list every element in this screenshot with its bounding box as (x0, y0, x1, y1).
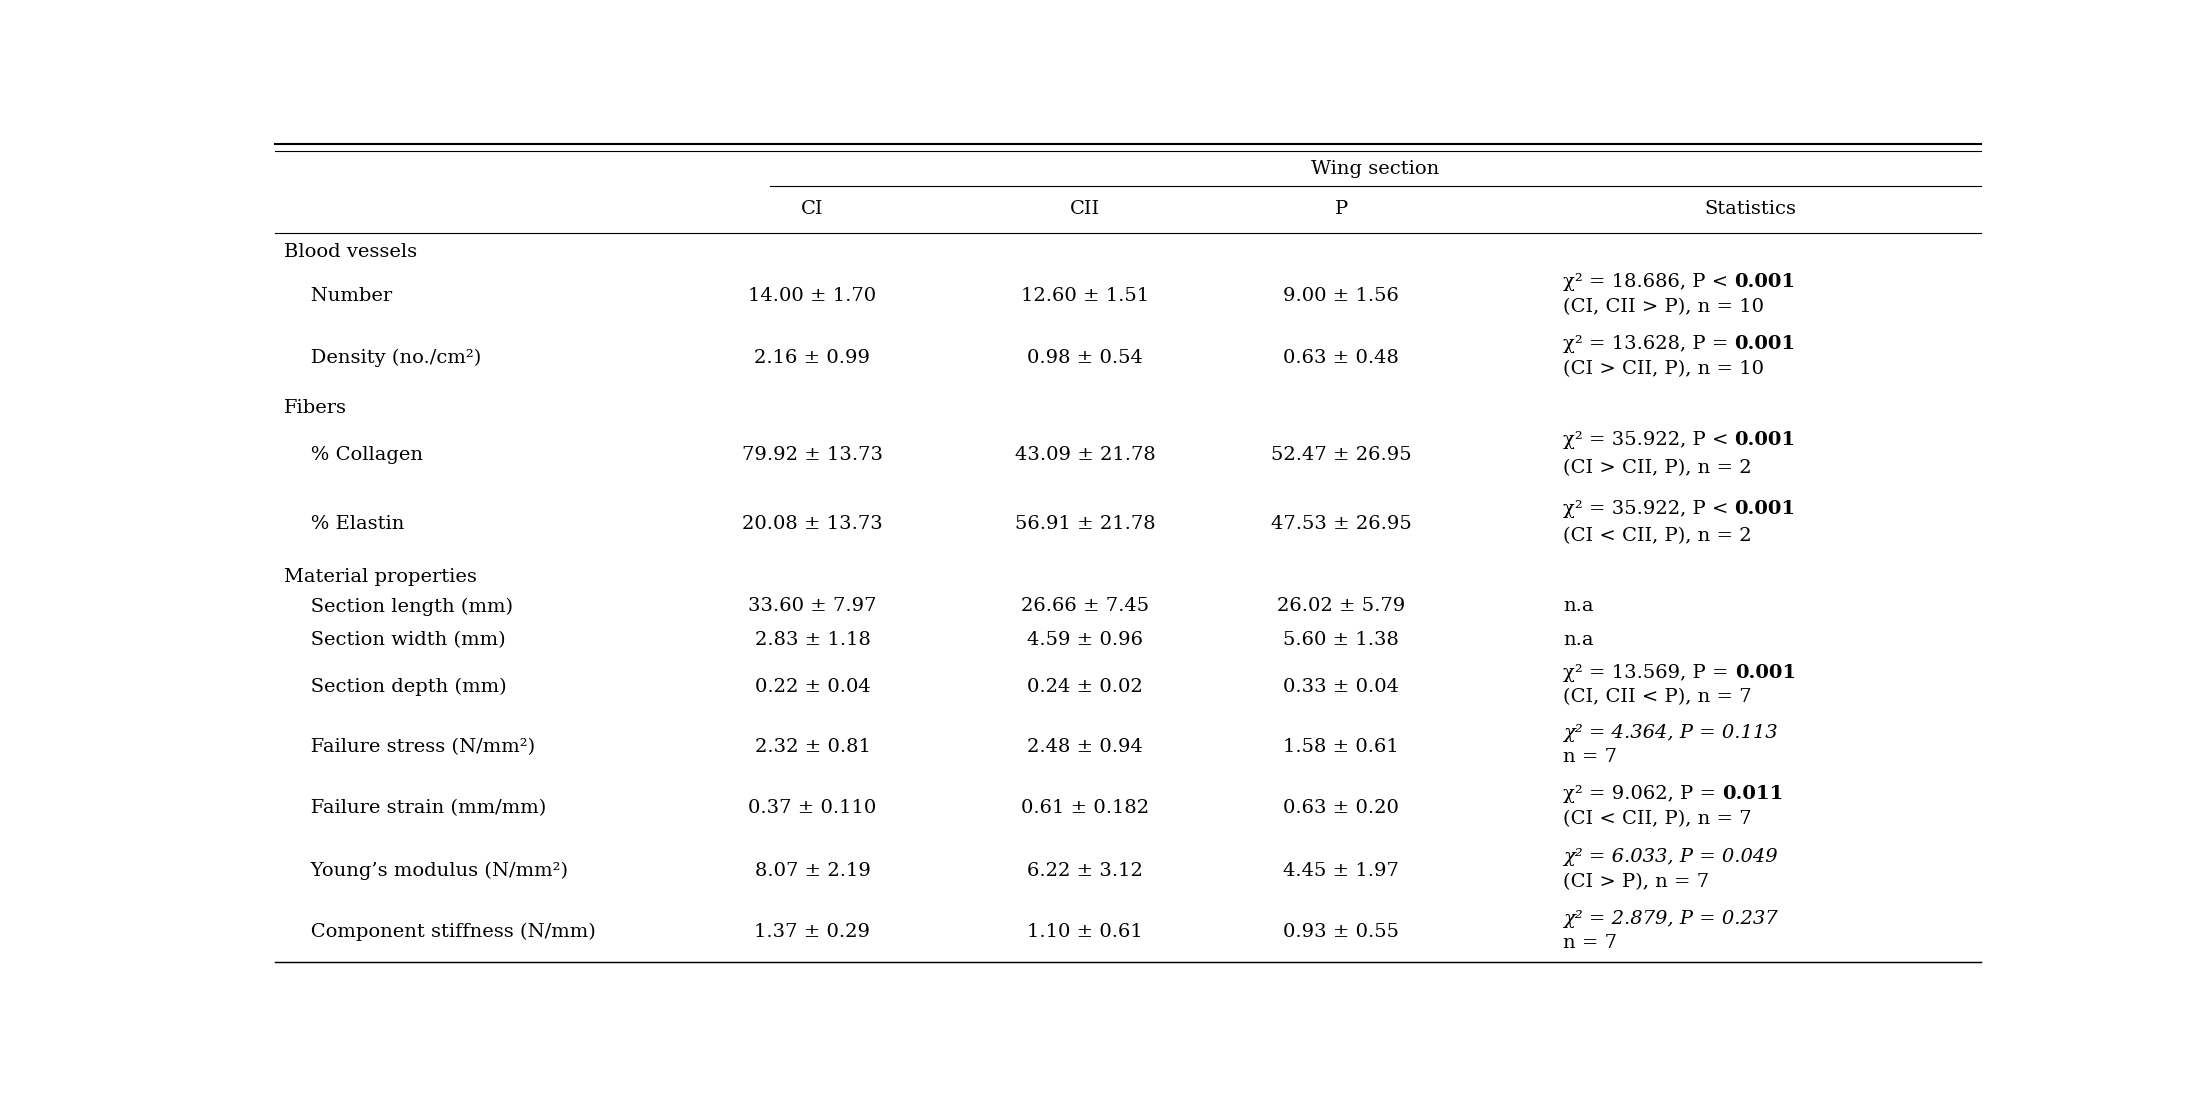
Text: 2.83 ± 1.18: 2.83 ± 1.18 (755, 631, 869, 649)
Text: 8.07 ± 2.19: 8.07 ± 2.19 (755, 862, 869, 879)
Text: Young’s modulus (N/mm²): Young’s modulus (N/mm²) (293, 862, 568, 879)
Text: 0.001: 0.001 (1734, 665, 1796, 682)
Text: 0.001: 0.001 (1734, 335, 1796, 354)
Text: 2.16 ± 0.99: 2.16 ± 0.99 (755, 349, 869, 367)
Text: 1.37 ± 0.29: 1.37 ± 0.29 (755, 923, 869, 941)
Text: χ² = 9.062, P =: χ² = 9.062, P = (1563, 785, 1721, 803)
Text: Section depth (mm): Section depth (mm) (293, 678, 506, 695)
Text: 43.09 ± 21.78: 43.09 ± 21.78 (1015, 447, 1156, 464)
Text: χ² = 35.922, P <: χ² = 35.922, P < (1563, 499, 1734, 518)
Text: P: P (1334, 200, 1347, 218)
Text: 1.58 ± 0.61: 1.58 ± 0.61 (1283, 738, 1400, 756)
Text: 0.63 ± 0.48: 0.63 ± 0.48 (1283, 349, 1400, 367)
Text: n = 7: n = 7 (1563, 748, 1618, 766)
Text: (CI < CII, P), n = 2: (CI < CII, P), n = 2 (1563, 527, 1752, 545)
Text: 0.001: 0.001 (1734, 499, 1796, 518)
Text: 0.63 ± 0.20: 0.63 ± 0.20 (1283, 799, 1400, 817)
Text: 0.001: 0.001 (1734, 431, 1796, 449)
Text: 4.59 ± 0.96: 4.59 ± 0.96 (1028, 631, 1142, 649)
Text: 20.08 ± 13.73: 20.08 ± 13.73 (742, 515, 883, 533)
Text: 0.37 ± 0.110: 0.37 ± 0.110 (748, 799, 876, 817)
Text: χ² = 13.569, P =: χ² = 13.569, P = (1563, 665, 1734, 682)
Text: 0.93 ± 0.55: 0.93 ± 0.55 (1283, 923, 1400, 941)
Text: n.a: n.a (1563, 598, 1594, 615)
Text: 0.011: 0.011 (1721, 785, 1783, 803)
Text: n = 7: n = 7 (1563, 934, 1618, 952)
Text: 47.53 ± 26.95: 47.53 ± 26.95 (1270, 515, 1411, 533)
Text: n.a: n.a (1563, 631, 1594, 649)
Text: 56.91 ± 21.78: 56.91 ± 21.78 (1015, 515, 1156, 533)
Text: χ² = 6.033, P = 0.049: χ² = 6.033, P = 0.049 (1563, 848, 1778, 866)
Text: CI: CI (801, 200, 823, 218)
Text: Statistics: Statistics (1704, 200, 1796, 218)
Text: Material properties: Material properties (284, 568, 478, 586)
Text: χ² = 2.879, P = 0.237: χ² = 2.879, P = 0.237 (1563, 910, 1778, 927)
Text: χ² = 35.922, P <: χ² = 35.922, P < (1563, 431, 1734, 449)
Text: (CI > P), n = 7: (CI > P), n = 7 (1563, 873, 1710, 891)
Text: Number: Number (293, 287, 392, 304)
Text: 2.48 ± 0.94: 2.48 ± 0.94 (1028, 738, 1142, 756)
Text: 26.02 ± 5.79: 26.02 ± 5.79 (1277, 598, 1406, 615)
Text: 5.60 ± 1.38: 5.60 ± 1.38 (1283, 631, 1400, 649)
Text: 6.22 ± 3.12: 6.22 ± 3.12 (1028, 862, 1142, 879)
Text: χ² = 13.628, P =: χ² = 13.628, P = (1563, 335, 1734, 354)
Text: Component stiffness (N/mm): Component stiffness (N/mm) (293, 923, 596, 941)
Text: CII: CII (1070, 200, 1100, 218)
Text: Failure stress (N/mm²): Failure stress (N/mm²) (293, 738, 535, 756)
Text: (CI, CII > P), n = 10: (CI, CII > P), n = 10 (1563, 298, 1763, 315)
Text: Wing section: Wing section (1312, 160, 1439, 178)
Text: 0.22 ± 0.04: 0.22 ± 0.04 (755, 678, 869, 695)
Text: % Collagen: % Collagen (293, 447, 423, 464)
Text: 12.60 ± 1.51: 12.60 ± 1.51 (1021, 287, 1149, 304)
Text: Section length (mm): Section length (mm) (293, 597, 513, 615)
Text: Fibers: Fibers (284, 400, 346, 417)
Text: 33.60 ± 7.97: 33.60 ± 7.97 (748, 598, 876, 615)
Text: Failure strain (mm/mm): Failure strain (mm/mm) (293, 799, 546, 817)
Text: 79.92 ± 13.73: 79.92 ± 13.73 (742, 447, 883, 464)
Text: 1.10 ± 0.61: 1.10 ± 0.61 (1028, 923, 1142, 941)
Text: 0.33 ± 0.04: 0.33 ± 0.04 (1283, 678, 1400, 695)
Text: χ² = 18.686, P <: χ² = 18.686, P < (1563, 273, 1734, 291)
Text: 0.24 ± 0.02: 0.24 ± 0.02 (1028, 678, 1142, 695)
Text: (CI > CII, P), n = 2: (CI > CII, P), n = 2 (1563, 459, 1752, 476)
Text: 4.45 ± 1.97: 4.45 ± 1.97 (1283, 862, 1400, 879)
Text: (CI, CII < P), n = 7: (CI, CII < P), n = 7 (1563, 689, 1752, 706)
Text: 2.32 ± 0.81: 2.32 ± 0.81 (755, 738, 869, 756)
Text: Section width (mm): Section width (mm) (293, 631, 506, 649)
Text: 0.61 ± 0.182: 0.61 ± 0.182 (1021, 799, 1149, 817)
Text: χ² = 4.364, P = 0.113: χ² = 4.364, P = 0.113 (1563, 725, 1778, 742)
Text: 0.98 ± 0.54: 0.98 ± 0.54 (1028, 349, 1142, 367)
Text: 52.47 ± 26.95: 52.47 ± 26.95 (1270, 447, 1411, 464)
Text: Density (no./cm²): Density (no./cm²) (293, 349, 482, 367)
Text: % Elastin: % Elastin (293, 515, 405, 533)
Text: Blood vessels: Blood vessels (284, 243, 416, 261)
Text: (CI > CII, P), n = 10: (CI > CII, P), n = 10 (1563, 360, 1763, 379)
Text: 14.00 ± 1.70: 14.00 ± 1.70 (748, 287, 876, 304)
Text: 9.00 ± 1.56: 9.00 ± 1.56 (1283, 287, 1400, 304)
Text: (CI < CII, P), n = 7: (CI < CII, P), n = 7 (1563, 810, 1752, 828)
Text: 0.001: 0.001 (1734, 273, 1796, 291)
Text: 26.66 ± 7.45: 26.66 ± 7.45 (1021, 598, 1149, 615)
